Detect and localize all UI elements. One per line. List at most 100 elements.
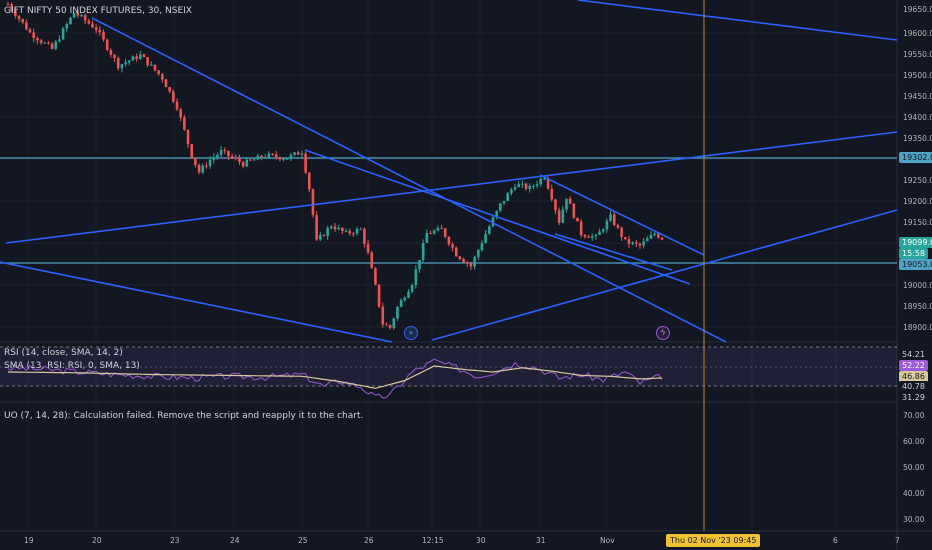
candle-body — [50, 43, 54, 49]
rsi-sma-legend[interactable]: SMA (13, RSI: RSI, 0, SMA, 13) — [4, 361, 140, 371]
candle-body — [296, 152, 300, 155]
price-tick: 19500.0 — [903, 71, 932, 80]
trendlines[interactable] — [0, 0, 898, 343]
trendline-top-right[interactable] — [577, 0, 898, 41]
candle-body — [355, 229, 359, 234]
trendline-descending-2[interactable] — [304, 149, 691, 285]
candle-body — [399, 300, 403, 307]
candle-body — [660, 237, 664, 240]
candle-body — [539, 178, 543, 185]
price-tick: 18950.0 — [903, 302, 932, 311]
candle-body — [458, 256, 462, 260]
candle-body — [98, 29, 102, 33]
candle-body — [462, 259, 465, 263]
candle-body — [47, 42, 50, 44]
candle-body — [230, 156, 234, 158]
candle-body — [102, 32, 105, 40]
candle-body — [352, 233, 355, 235]
trendline-lower-ascending[interactable] — [431, 209, 898, 341]
price-tick: 18900.0 — [903, 323, 932, 332]
candle-body — [14, 10, 17, 17]
candle-body — [436, 227, 440, 231]
uo-axis[interactable]: 70.00 60.00 50.00 40.00 30.00 — [903, 411, 925, 524]
candle-body — [28, 29, 32, 33]
candle-body — [418, 259, 421, 270]
trendline-lower-descending[interactable] — [0, 261, 393, 343]
candle-body — [396, 306, 399, 319]
candle-body — [124, 62, 127, 65]
rsi-legend[interactable]: RSI (14, close, SMA, 14, 2) — [4, 348, 123, 358]
candle-body — [491, 217, 495, 227]
time-tick: 19 — [24, 536, 34, 545]
candle-body — [241, 162, 245, 167]
rsi-badge: 46.86 — [899, 371, 928, 382]
candle-body — [620, 227, 623, 237]
time-tick: 23 — [170, 536, 180, 545]
price-pane-grid — [0, 0, 897, 530]
candle-body — [65, 23, 69, 29]
candle-body — [138, 54, 142, 59]
candle-body — [289, 154, 293, 159]
candle-body — [109, 49, 113, 55]
candle-body — [388, 325, 392, 328]
candle-body — [172, 91, 175, 102]
candle-body — [366, 243, 370, 253]
candle-body — [219, 149, 223, 155]
candle-body — [473, 257, 476, 267]
candle-body — [568, 198, 572, 204]
candle-body — [131, 56, 135, 61]
time-tick: 30 — [476, 536, 486, 545]
candle-body — [341, 227, 344, 231]
candle-body — [72, 12, 76, 18]
trendline-channel-bottom[interactable] — [554, 233, 673, 271]
trendline-channel-top[interactable] — [539, 174, 705, 256]
rsi-badge: 54.21 — [899, 349, 928, 360]
symbol-legend[interactable]: GIFT NIFTY 50 INDEX FUTURES, 30, NSEIX — [4, 6, 192, 16]
candle-body — [274, 154, 278, 158]
candle-body — [142, 54, 146, 58]
candle-body — [260, 155, 263, 158]
candle-body — [153, 64, 157, 71]
candle-body — [601, 229, 605, 232]
rsi-badge: 52.22 — [899, 360, 928, 371]
price-tick: 19250.0 — [903, 176, 932, 185]
price-tick: 19650.0 — [903, 5, 932, 14]
lightning-icon[interactable]: ϟ — [656, 326, 670, 340]
candle-body — [546, 178, 550, 189]
trendline-long-ascending[interactable] — [5, 131, 898, 244]
time-tick: 26 — [364, 536, 374, 545]
candle-body — [385, 324, 388, 326]
price-tick: 19150.0 — [903, 218, 932, 227]
candle-body — [149, 64, 153, 66]
time-tick: 12:15 — [422, 536, 444, 545]
rsi-badge: 31.29 — [899, 392, 928, 403]
candle-body — [311, 189, 315, 216]
candle-body — [10, 4, 13, 11]
candle-body — [403, 297, 407, 301]
candle-body — [216, 154, 219, 158]
candle-body — [80, 15, 83, 17]
candle-body — [76, 12, 80, 16]
candle-body — [631, 242, 634, 244]
candle-body — [348, 230, 351, 234]
candle-body — [576, 217, 579, 222]
uo-tick: 60.00 — [903, 437, 925, 446]
candle-body — [572, 203, 576, 218]
candle-body — [32, 32, 36, 39]
candle-body — [528, 186, 532, 189]
price-tick: 19450.0 — [903, 92, 932, 101]
candle-body — [146, 57, 149, 66]
candle-body — [183, 117, 186, 130]
candle-body — [245, 159, 249, 167]
candle-body — [627, 239, 631, 244]
time-tick: 31 — [536, 536, 546, 545]
time-axis[interactable]: 19 20 23 24 25 26 12:15 30 31 Nov 3 6 7 — [24, 536, 900, 545]
time-tick: 6 — [833, 536, 838, 545]
candle-body — [6, 4, 10, 6]
countdown-badge: 15:58 — [899, 248, 929, 259]
double-chevron-right-icon[interactable]: » — [404, 326, 418, 340]
price-axis[interactable]: 19650.0 19600.0 19550.0 19500.0 19450.0 … — [903, 5, 932, 332]
candle-body — [61, 28, 65, 40]
uo-legend-error[interactable]: UO (7, 14, 28): Calculation failed. Remo… — [4, 411, 364, 421]
